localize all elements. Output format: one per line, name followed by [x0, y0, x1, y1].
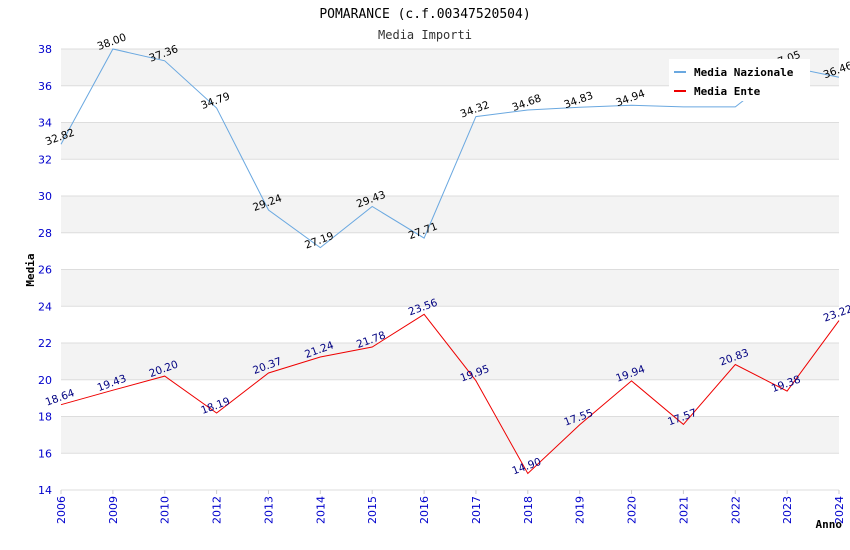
grid-band: [61, 196, 839, 233]
y-axis-ticks: 14 16 18 20 22 24 26 28 30 32 34 36 38: [38, 43, 52, 497]
grid-band: [61, 379, 839, 417]
series-line-1: [60, 48, 840, 249]
chart-title: POMARANCE (c.f.00347520504): [319, 7, 530, 22]
y-tick-label: 36: [38, 80, 52, 93]
series-lines: [60, 48, 840, 475]
grid-band: [61, 306, 839, 343]
x-tick-label: 2013: [262, 496, 275, 524]
x-axis-ticks: 2006 2009 2010 2012 2013 2014 2015 2016 2017 2018…: [55, 490, 846, 524]
x-tick-label: 2022: [729, 496, 742, 524]
x-tick-label: 2024: [833, 496, 846, 524]
x-tick-label: 2017: [470, 496, 483, 524]
legend: Media Nazionale Media Ente: [669, 59, 810, 101]
x-tick-label: 2009: [107, 496, 120, 524]
x-tick-label: 2018: [522, 496, 535, 524]
y-tick-label: 34: [38, 117, 52, 130]
series-line-2: [60, 313, 840, 475]
grid-band: [61, 343, 839, 380]
grid-band: [61, 269, 839, 307]
legend-box: [669, 59, 810, 101]
x-tick-label: 2014: [314, 496, 327, 524]
y-axis-label: Media: [24, 253, 37, 286]
y-tick-label: 16: [38, 447, 52, 460]
y-tick-label: 18: [38, 411, 52, 424]
y-tick-label: 38: [38, 43, 52, 56]
grid-band: [61, 122, 839, 160]
x-tick-label: 2016: [418, 496, 431, 524]
x-tick-label: 2015: [366, 496, 379, 524]
grid-band: [61, 232, 839, 270]
y-tick-label: 14: [38, 484, 52, 497]
legend-entry: Media Ente: [694, 85, 761, 98]
chart-subtitle: Media Importi: [378, 28, 472, 42]
y-tick-label: 24: [38, 300, 52, 313]
y-tick-label: 20: [38, 374, 52, 387]
legend-entry: Media Nazionale: [694, 66, 794, 79]
x-tick-label: 2019: [574, 496, 587, 524]
x-tick-label: 2010: [159, 496, 172, 524]
y-tick-label: 32: [38, 153, 52, 166]
grid-bands: [61, 49, 839, 490]
y-tick-label: 22: [38, 337, 52, 350]
x-tick-label: 2012: [211, 496, 224, 524]
grid-band: [61, 453, 839, 490]
x-tick-label: 2023: [781, 496, 794, 524]
x-tick-label: 2006: [55, 496, 68, 524]
y-tick-label: 30: [38, 190, 52, 203]
grid-band: [61, 416, 839, 454]
x-tick-label: 2020: [626, 496, 639, 524]
x-tick-label: 2021: [677, 496, 690, 524]
grid-lines: [61, 48, 839, 491]
y-tick-label: 28: [38, 227, 52, 240]
x-axis-label: Anno: [816, 518, 843, 531]
y-tick-label: 26: [38, 264, 52, 277]
